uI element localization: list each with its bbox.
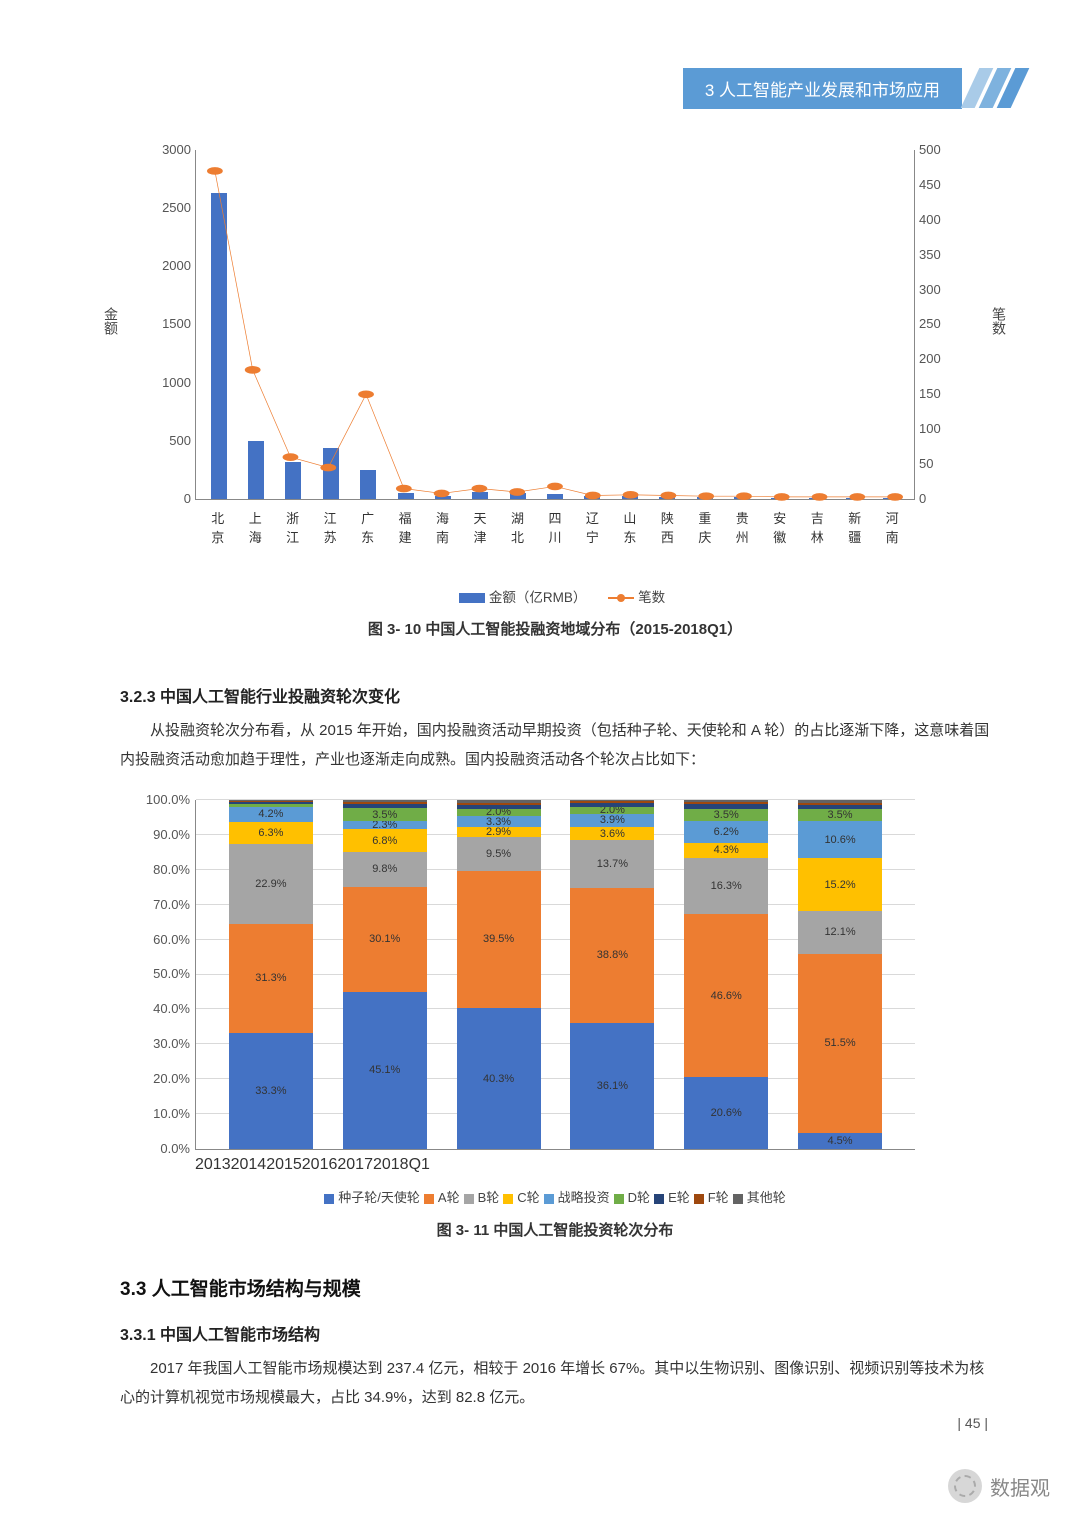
chart2-plot: 33.3%31.3%22.9%6.3%4.2%45.1%30.1%9.8%6.8…: [196, 800, 915, 1149]
chart1-xlabels: 北京上海浙江江苏广东福建海南天津湖北四川辽宁山东陕西重庆贵州安徽吉林新疆河南: [195, 508, 915, 546]
figure-3-10: 050010001500200025003000 050100150200250…: [195, 150, 915, 639]
para-3-3-1: 2017 年我国人工智能市场规模达到 237.4 亿元，相较于 2016 年增长…: [120, 1355, 990, 1412]
watermark: 数据观: [948, 1469, 1050, 1503]
para-3-2-3: 从投融资轮次分布看，从 2015 年开始，国内投融资活动早期投资（包括种子轮、天…: [120, 717, 990, 774]
figure-caption: 图 3- 10 中国人工智能投融资地域分布（2015-2018Q1）: [195, 618, 915, 639]
y-right-label: 笔数: [989, 307, 1009, 335]
figure-3-11: 0.0%10.0%20.0%30.0%40.0%50.0%60.0%70.0%8…: [195, 800, 915, 1240]
page-number: | 45 |: [957, 1415, 988, 1431]
chart1-legend: 金额（亿RMB） 笔数: [195, 586, 915, 606]
heading-3-2-3: 3.2.3 中国人工智能行业投融资轮次变化: [120, 683, 990, 707]
watermark-icon: [948, 1469, 982, 1503]
chart2-legend: 种子轮/天使轮A轮B轮C轮战略投资D轮E轮F轮其他轮: [195, 1186, 915, 1209]
y-left-label: 金额: [101, 307, 121, 335]
chapter-label: 3 人工智能产业发展和市场应用: [683, 68, 962, 109]
figure-caption: 图 3- 11 中国人工智能投资轮次分布: [195, 1219, 915, 1240]
legend-swatch-line: [608, 597, 634, 599]
legend-bar-label: 金额（亿RMB）: [489, 590, 587, 605]
heading-3-3-1: 3.3.1 中国人工智能市场结构: [120, 1321, 990, 1345]
legend-swatch-bar: [459, 593, 485, 603]
chart1-line: [196, 150, 914, 499]
y-right-ticks: 050100150200250300350400450500: [919, 150, 974, 499]
chart-stacked: 0.0%10.0%20.0%30.0%40.0%50.0%60.0%70.0%8…: [195, 800, 915, 1150]
chart2-yticks: 0.0%10.0%20.0%30.0%40.0%50.0%60.0%70.0%8…: [128, 800, 190, 1149]
banner-stripes: [966, 68, 1020, 108]
chapter-banner: 3 人工智能产业发展和市场应用: [683, 68, 1020, 108]
chart2-xlabels: 201320142015201620172018Q1: [195, 1156, 915, 1174]
legend-line-label: 笔数: [638, 590, 665, 605]
y-left-ticks: 050010001500200025003000: [136, 150, 191, 499]
chart-combo: 050010001500200025003000 050100150200250…: [195, 150, 915, 500]
heading-3-3: 3.3 人工智能市场结构与规模: [120, 1274, 990, 1301]
watermark-text: 数据观: [990, 1472, 1050, 1501]
